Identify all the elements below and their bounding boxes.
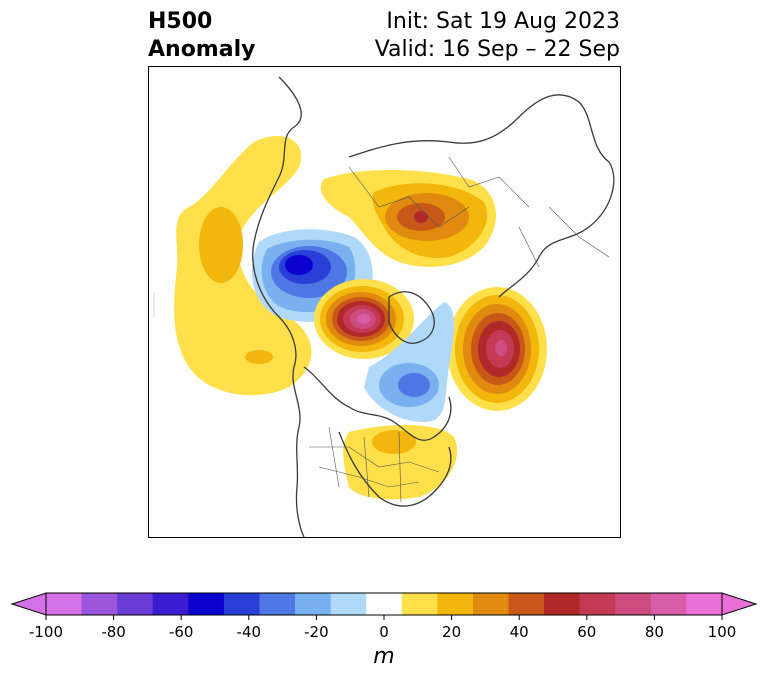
colorbar-cell bbox=[650, 593, 687, 615]
colorbar-cell bbox=[223, 593, 260, 615]
coastlines bbox=[153, 76, 615, 537]
colorbar-tick-label: -80 bbox=[101, 623, 126, 641]
colorbar-tick-label: 0 bbox=[379, 623, 389, 641]
anomaly-siberia-ridge bbox=[320, 170, 496, 267]
map-canvas bbox=[153, 76, 615, 537]
colorbar-cell bbox=[472, 593, 510, 615]
colorbar: -100 -80 -60 -40 -20 0 20 40 60 80 100 bbox=[10, 592, 758, 641]
colorbar-tick-label: 60 bbox=[577, 623, 596, 641]
chart-dates: Init: Sat 19 Aug 2023 Valid: 16 Sep – 22… bbox=[375, 8, 620, 64]
colorbar-cell bbox=[330, 593, 367, 615]
colorbar-extend-under bbox=[10, 592, 47, 616]
colorbar-tick-label: 20 bbox=[442, 623, 461, 641]
colorbar-cell bbox=[366, 593, 403, 615]
title-line-1: H500 bbox=[148, 9, 213, 34]
title-line-2: Anomaly bbox=[148, 37, 256, 62]
colorbar-cell bbox=[117, 593, 154, 615]
colorbar-cell bbox=[81, 593, 118, 615]
colorbar-cell bbox=[579, 593, 616, 615]
colorbar-cell bbox=[401, 593, 438, 615]
colorbar-cell bbox=[686, 593, 723, 615]
anomaly-map bbox=[148, 66, 621, 538]
political-borders bbox=[309, 156, 610, 503]
colorbar-cell bbox=[544, 593, 581, 615]
colorbar-cell bbox=[188, 593, 225, 615]
colorbar-tick-label: -20 bbox=[304, 623, 329, 641]
colorbar-cell bbox=[259, 593, 296, 615]
colorbar-tick-label: 100 bbox=[708, 623, 737, 641]
chart-title: H500 Anomaly bbox=[148, 8, 255, 64]
colorbar-tick-label: 40 bbox=[510, 623, 529, 641]
colorbar-cell bbox=[615, 593, 652, 615]
colorbar-tick-label: -60 bbox=[169, 623, 194, 641]
colorbar-cell bbox=[295, 593, 332, 615]
anomaly-western-ridge bbox=[174, 136, 312, 396]
colorbar-cell bbox=[508, 593, 545, 615]
colorbar-unit-label: m bbox=[373, 644, 395, 669]
colorbar-cell bbox=[437, 593, 474, 615]
colorbar-extend-over bbox=[721, 592, 758, 616]
colorbar-cells bbox=[10, 592, 758, 616]
init-date: Init: Sat 19 Aug 2023 bbox=[386, 9, 620, 34]
colorbar-cell bbox=[46, 593, 83, 615]
valid-range: Valid: 16 Sep – 22 Sep bbox=[374, 37, 620, 62]
colorbar-ticks: -100 -80 -60 -40 -20 0 20 40 60 80 100 bbox=[29, 615, 736, 641]
colorbar-tick-label: -100 bbox=[29, 623, 63, 641]
colorbar-cell bbox=[152, 593, 189, 615]
anomaly-atlantic-ridge bbox=[447, 287, 547, 411]
colorbar-tick-label: 80 bbox=[645, 623, 664, 641]
colorbar-tick-label: -40 bbox=[237, 623, 262, 641]
